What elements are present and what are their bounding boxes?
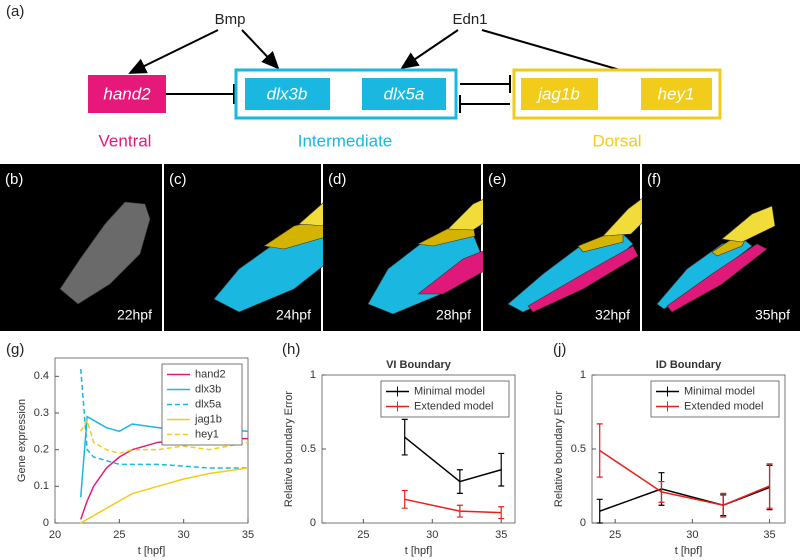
cell-cluster bbox=[367, 233, 484, 315]
x-tick-label: 30 bbox=[686, 529, 698, 541]
domain-name: Intermediate bbox=[298, 131, 393, 150]
panel-label: (j) bbox=[553, 341, 566, 358]
gene-box bbox=[88, 75, 166, 113]
gene-box bbox=[641, 78, 712, 110]
x-tick-label: 35 bbox=[763, 529, 775, 541]
time-label: 22hpf bbox=[117, 307, 152, 323]
x-tick-label: 25 bbox=[357, 529, 369, 541]
x-axis-label: t [hpf] bbox=[138, 545, 166, 557]
error-bar bbox=[456, 469, 463, 494]
y-tick-label: 0 bbox=[43, 517, 49, 529]
error-bar bbox=[401, 418, 408, 456]
x-tick-label: 25 bbox=[609, 529, 621, 541]
gene-box bbox=[245, 78, 330, 110]
y-tick-label: 0.2 bbox=[34, 444, 49, 456]
time-label: 35hpf bbox=[755, 307, 790, 323]
y-tick-label: 0.3 bbox=[34, 407, 49, 419]
gene-box bbox=[362, 78, 446, 110]
gene-name: hey1 bbox=[658, 84, 695, 103]
error-bar bbox=[658, 480, 665, 503]
y-axis-label: Gene expression bbox=[16, 399, 28, 482]
error-bar bbox=[498, 452, 505, 487]
time-label: 24hpf bbox=[276, 307, 311, 323]
legend-label: Minimal model bbox=[414, 385, 485, 397]
gene-name: dlx3b bbox=[267, 84, 308, 103]
chart: 20 25 30 35 0 0.1 0.2 0.3 0.4 t [hpf] Gene express… bbox=[16, 357, 254, 557]
error-bar bbox=[596, 423, 603, 478]
error-bar bbox=[596, 498, 603, 524]
error-bar bbox=[766, 463, 773, 509]
y-tick-label: 0.5 bbox=[301, 443, 316, 455]
series-line bbox=[80, 467, 249, 524]
time-label: 32hpf bbox=[595, 307, 630, 323]
series-line bbox=[79, 368, 248, 469]
y-tick-label: 1 bbox=[580, 369, 586, 381]
legend-label: Extended model bbox=[684, 400, 764, 412]
legend-label: dlx3b bbox=[195, 383, 221, 395]
x-tick-label: 20 bbox=[49, 529, 61, 541]
chart: 25 30 35 0 0.5 1 t [hpf] Relative boundary Erro… bbox=[553, 359, 786, 557]
y-tick-label: 0 bbox=[580, 517, 586, 529]
gene-box bbox=[521, 78, 598, 110]
panel-label: (h) bbox=[282, 341, 300, 358]
x-axis-label: t [hpf] bbox=[405, 545, 433, 557]
chart-title: ID Boundary bbox=[656, 359, 722, 371]
chart: 25 30 35 0 0.5 1 t [hpf] Relative boundary Erro… bbox=[283, 359, 516, 557]
legend-label: jag1b bbox=[194, 413, 222, 425]
x-tick-label: 30 bbox=[426, 529, 438, 541]
series-line bbox=[599, 449, 770, 507]
y-tick-label: 0.5 bbox=[571, 443, 586, 455]
domain-box bbox=[234, 68, 458, 120]
panel-label: (b) bbox=[5, 171, 23, 188]
time-label: 28hpf bbox=[436, 307, 471, 323]
domain-name: Dorsal bbox=[592, 131, 641, 150]
gene-name: jag1b bbox=[536, 84, 580, 103]
panel-label: (e) bbox=[488, 171, 506, 188]
panel-label: (d) bbox=[328, 171, 346, 188]
legend-box bbox=[380, 380, 510, 418]
y-tick-label: 0.1 bbox=[34, 480, 49, 492]
legend-label: dlx5a bbox=[195, 398, 222, 410]
signal: Edn1 bbox=[452, 11, 487, 28]
panel-label: (f) bbox=[647, 171, 661, 188]
y-tick-label: 0.4 bbox=[34, 370, 49, 382]
y-tick-label: 0 bbox=[310, 517, 316, 529]
legend-box bbox=[650, 380, 780, 418]
gene-name: hand2 bbox=[103, 84, 151, 103]
x-axis-label: t [hpf] bbox=[675, 545, 703, 557]
cell-cluster bbox=[59, 201, 151, 305]
error-bar bbox=[498, 506, 505, 520]
cell-cluster bbox=[527, 245, 639, 313]
y-axis-label: Relative boundary Error bbox=[553, 391, 565, 508]
x-tick-label: 35 bbox=[242, 529, 254, 541]
legend-label: Extended model bbox=[414, 400, 494, 412]
error-bar bbox=[720, 492, 727, 518]
legend-label: hand2 bbox=[195, 368, 226, 380]
x-tick-label: 30 bbox=[178, 529, 190, 541]
x-tick-label: 25 bbox=[113, 529, 125, 541]
error-bar bbox=[456, 504, 463, 518]
gene-name: dlx5a bbox=[384, 84, 425, 103]
panel-label: (c) bbox=[169, 171, 187, 188]
legend-label: Minimal model bbox=[684, 385, 755, 397]
domain-name: Ventral bbox=[99, 131, 152, 150]
legend-label: hey1 bbox=[195, 428, 219, 440]
x-tick-label: 35 bbox=[495, 529, 507, 541]
error-bar bbox=[401, 489, 408, 509]
signal: Bmp bbox=[215, 11, 246, 28]
panel-label: (g) bbox=[6, 341, 24, 358]
domain-box bbox=[512, 68, 722, 120]
cell-cluster bbox=[666, 243, 768, 313]
cell-cluster bbox=[721, 205, 776, 243]
y-axis-label: Relative boundary Error bbox=[283, 391, 295, 508]
chart-title: VI Boundary bbox=[386, 359, 452, 371]
series-line bbox=[80, 418, 249, 455]
y-tick-label: 1 bbox=[310, 369, 316, 381]
panel-label: (a) bbox=[6, 3, 24, 20]
